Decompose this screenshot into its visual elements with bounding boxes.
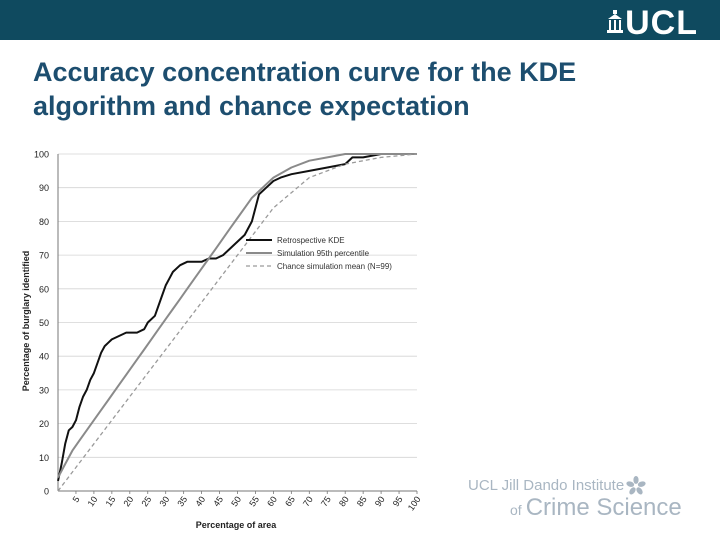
y-axis-label: Percentage of burglary identified	[21, 251, 31, 392]
x-tick-label: 50	[229, 494, 243, 508]
series-lines	[57, 153, 418, 492]
x-tick-label: 100	[406, 494, 423, 512]
legend-label: Chance simulation mean (N=99)	[277, 262, 392, 271]
x-tick-label: 65	[283, 494, 297, 508]
series-line-1	[57, 153, 417, 482]
x-tick-label: 40	[193, 494, 207, 508]
header-bar: UCL	[0, 0, 720, 40]
x-tick-label: 20	[122, 494, 136, 508]
y-tick-label: 0	[44, 487, 49, 497]
x-tick-label: 70	[301, 494, 315, 508]
x-tick-label: 35	[175, 494, 189, 508]
x-tick-label: 85	[355, 494, 369, 508]
x-tick-label: 90	[373, 494, 387, 508]
x-tick-label: 80	[337, 494, 351, 508]
legend-label: Retrospective KDE	[277, 236, 345, 245]
y-tick-label: 20	[39, 419, 49, 429]
series-line-3	[57, 153, 418, 492]
slide-title: Accuracy concentration curve for the KDE…	[33, 57, 577, 121]
x-tick-label: 5	[71, 494, 82, 504]
grid	[58, 153, 417, 492]
legend-label: Simulation 95th percentile	[277, 249, 370, 258]
flower-emblem-icon	[626, 476, 646, 495]
y-tick-label: 70	[39, 251, 49, 261]
x-tick-label: 15	[104, 494, 118, 508]
institute-crime-science: Crime Science	[525, 494, 682, 521]
x-tick-label: 95	[391, 494, 405, 508]
institute-subtitle: of Crime Science	[510, 494, 682, 522]
institute-of: of	[510, 502, 522, 518]
y-tick-label: 90	[39, 183, 49, 193]
y-tick-label: 50	[39, 318, 49, 328]
ucl-logo: UCL	[607, 6, 698, 40]
y-tick-label: 80	[39, 217, 49, 227]
institute-name: UCL Jill Dando Institute	[468, 477, 625, 494]
x-tick-label: 55	[247, 494, 261, 508]
x-tick-label: 10	[86, 494, 100, 508]
portico-icon	[607, 10, 624, 33]
x-tick-label: 45	[211, 494, 225, 508]
x-tick-label: 75	[319, 494, 333, 508]
legend: Retrospective KDE Simulation 95th percent…	[246, 236, 392, 271]
x-tick-label: 60	[265, 494, 279, 508]
y-tick-label: 60	[39, 284, 49, 294]
y-tick-label: 10	[39, 453, 49, 463]
x-tick-label: 25	[139, 494, 153, 508]
logo-text: UCL	[625, 4, 698, 42]
x-tick-label: 30	[157, 494, 171, 508]
series-line-2	[57, 153, 417, 478]
x-axis-label: Percentage of area	[196, 520, 278, 530]
y-tick-label: 40	[39, 352, 49, 362]
y-tick-label: 100	[34, 150, 49, 160]
y-tick-label: 30	[39, 385, 49, 395]
